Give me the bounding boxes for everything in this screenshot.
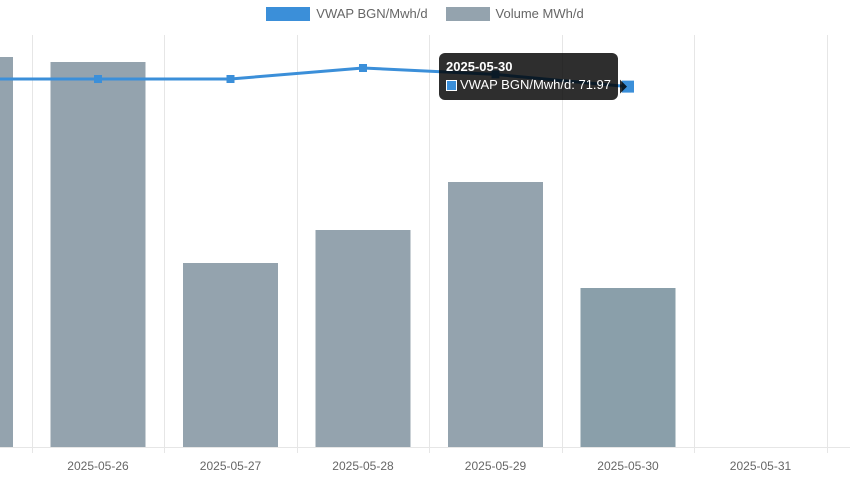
volume-bar[interactable] — [0, 57, 13, 447]
x-tick-label: 2025-05-30 — [597, 459, 659, 473]
vwap-point[interactable] — [359, 64, 367, 72]
volume-bar[interactable] — [50, 62, 146, 447]
x-tick-label: 2025-05-31 — [730, 459, 792, 473]
tooltip-title: 2025-05-30 — [446, 59, 513, 74]
tooltip-value: VWAP BGN/Mwh/d: 71.97 — [460, 77, 612, 92]
vwap-point[interactable] — [94, 75, 102, 84]
tooltip: 2025-05-30 VWAP BGN/Mwh/d: 71.97 — [439, 53, 619, 100]
legend-item-volume[interactable]: Volume MWh/d — [445, 6, 584, 21]
volume-bars — [0, 57, 676, 447]
volume-bar[interactable] — [315, 230, 411, 447]
legend-label-vwap: VWAP BGN/Mwh/d — [316, 6, 428, 21]
x-tick-label: 2025-05-28 — [332, 459, 394, 473]
x-tick-label: 2025-05-29 — [465, 459, 527, 473]
tooltip-row: VWAP BGN/Mwh/d: 71.97 — [446, 76, 611, 94]
legend-swatch-volume — [445, 6, 490, 21]
vwap-point[interactable] — [622, 80, 634, 93]
x-tick-label: 2025-05-27 — [200, 459, 262, 473]
tooltip-caret — [620, 79, 627, 94]
legend-item-vwap[interactable]: VWAP BGN/Mwh/d — [266, 6, 428, 21]
tooltip-swatch — [446, 79, 457, 91]
volume-bar[interactable] — [580, 288, 676, 447]
grid-lines — [0, 35, 850, 453]
volume-bar[interactable] — [448, 182, 543, 447]
volume-bar[interactable] — [183, 263, 278, 447]
vwap-point[interactable] — [226, 75, 235, 84]
legend-label-volume: Volume MWh/d — [495, 6, 584, 21]
x-tick-label: 2025-05-26 — [67, 459, 129, 473]
legend-swatch-vwap — [266, 6, 311, 21]
x-axis-ticks: 2025-05-26 2025-05-27 2025-05-28 2025-05-29… — [67, 459, 791, 473]
legend: VWAP BGN/Mwh/d Volume MWh/d — [0, 6, 850, 21]
